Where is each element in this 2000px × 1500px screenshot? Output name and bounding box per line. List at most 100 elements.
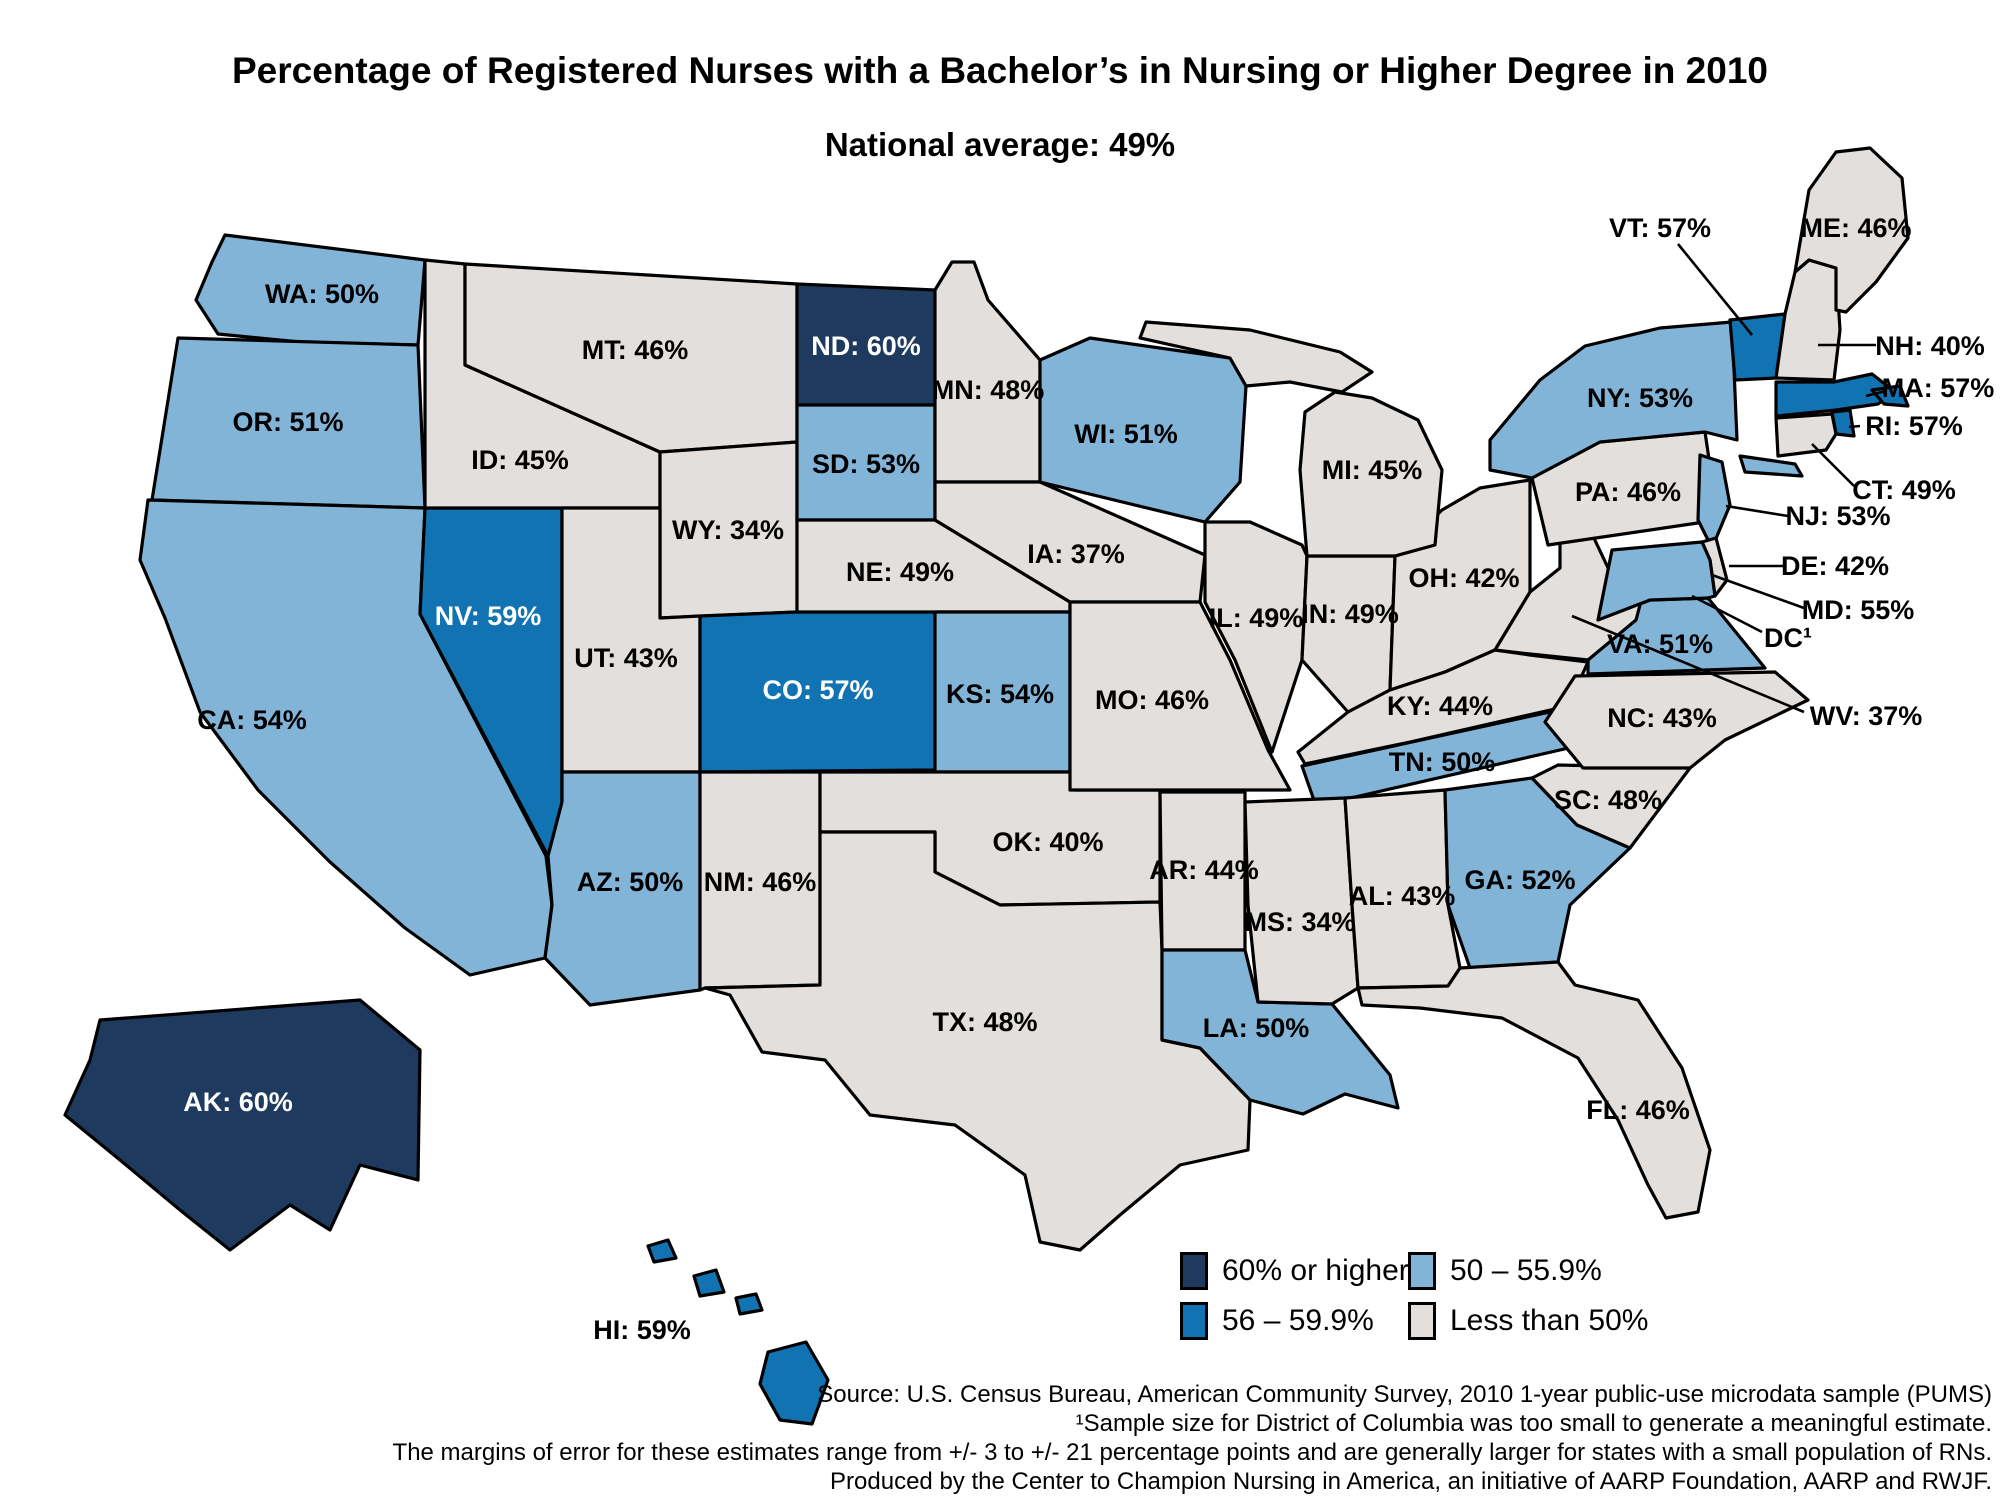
legend-swatch-less-than-50 xyxy=(1408,1302,1436,1340)
state-label-il: IL: 49% xyxy=(1209,603,1304,633)
state-ct xyxy=(1774,412,1838,458)
leader-line-dc xyxy=(1691,594,1763,634)
state-label-pa: PA: 46% xyxy=(1575,477,1681,507)
legend-item-56-59: 56 – 59.9% xyxy=(1180,1302,1374,1340)
state-label-hi: HI: 59% xyxy=(593,1315,691,1345)
state-label-sd: SD: 53% xyxy=(812,449,920,479)
state-label-nj: NJ: 53% xyxy=(1785,501,1890,531)
state-label-ks: KS: 54% xyxy=(946,679,1054,709)
leader-line-ma xyxy=(1865,389,1887,398)
source-line-3: The margins of error for these estimates… xyxy=(392,1439,1992,1466)
state-label-tn: TN: 50% xyxy=(1389,747,1496,777)
state-hi-part2 xyxy=(692,1268,726,1298)
leader-line-md xyxy=(1711,573,1805,610)
state-label-la: LA: 50% xyxy=(1203,1013,1310,1043)
state-label-nv: NV: 59% xyxy=(435,601,542,631)
state-label-ca: CA: 54% xyxy=(197,705,307,735)
state-label-ne: NE: 49% xyxy=(846,557,954,587)
leader-line-wv xyxy=(1571,614,1805,714)
state-label-or: OR: 51% xyxy=(232,407,343,437)
page-title: Percentage of Registered Nurses with a B… xyxy=(232,50,1768,91)
state-label-al: AL: 43% xyxy=(1349,881,1456,911)
leader-line-nj xyxy=(1725,504,1789,518)
state-label-ga: GA: 52% xyxy=(1464,865,1575,895)
state-ny xyxy=(1488,320,1739,480)
state-label-oh: OH: 42% xyxy=(1408,563,1519,593)
state-label-wy: WY: 34% xyxy=(672,515,784,545)
state-label-ok: OK: 40% xyxy=(992,827,1103,857)
state-label-de: DE: 42% xyxy=(1781,551,1889,581)
legend-swatch-56-59 xyxy=(1180,1302,1208,1340)
state-label-ak: AK: 60% xyxy=(183,1087,293,1117)
state-nj xyxy=(1696,453,1732,550)
leader-line-vt xyxy=(1676,243,1754,336)
legend-label-50-55: 50 – 55.9% xyxy=(1450,1254,1602,1287)
leader-line-ri xyxy=(1848,424,1861,429)
legend-item-less-than-50: Less than 50% xyxy=(1408,1302,1648,1340)
state-label-id: ID: 45% xyxy=(471,445,569,475)
state-fl xyxy=(1356,960,1712,1220)
state-hi xyxy=(646,1238,678,1264)
state-label-co: CO: 57% xyxy=(762,675,873,705)
source-note: Source: U.S. Census Bureau, American Com… xyxy=(393,1380,1992,1496)
legend-label-56-59: 56 – 59.9% xyxy=(1222,1304,1374,1337)
state-hi-part3 xyxy=(734,1292,764,1316)
state-me xyxy=(1793,146,1910,314)
state-mn xyxy=(933,260,1042,484)
state-mi-part2 xyxy=(1138,320,1374,394)
state-label-wa: WA: 50% xyxy=(265,279,379,309)
state-label-az: AZ: 50% xyxy=(577,867,684,897)
state-md xyxy=(1596,540,1717,622)
state-label-fl: FL: 46% xyxy=(1586,1095,1690,1125)
state-label-in: IN: 49% xyxy=(1301,599,1399,629)
state-label-mi: MI: 45% xyxy=(1322,455,1423,485)
state-ms xyxy=(1243,796,1360,1006)
state-nc xyxy=(1543,670,1810,770)
state-mi xyxy=(1298,390,1444,558)
state-label-md: MD: 55% xyxy=(1802,595,1915,625)
state-mo xyxy=(1068,600,1292,792)
state-label-ut: UT: 43% xyxy=(574,643,678,673)
state-label-ms: MS: 34% xyxy=(1244,907,1355,937)
state-label-dc: DC¹ xyxy=(1764,623,1812,653)
legend-label-60-or-higher: 60% or higher xyxy=(1222,1254,1409,1287)
state-ny-part2 xyxy=(1738,454,1804,478)
state-label-ar: AR: 44% xyxy=(1149,855,1259,885)
state-label-mt: MT: 46% xyxy=(582,335,689,365)
state-label-ny: NY: 53% xyxy=(1587,383,1693,413)
state-label-wv: WV: 37% xyxy=(1810,701,1923,731)
state-label-nm: NM: 46% xyxy=(704,867,817,897)
legend-label-less-than-50: Less than 50% xyxy=(1450,1304,1649,1337)
state-label-ky: KY: 44% xyxy=(1387,691,1493,721)
state-hi-part4 xyxy=(758,1340,830,1426)
subtitle: National average: 49% xyxy=(824,126,1176,163)
state-label-ri: RI: 57% xyxy=(1865,411,1963,441)
leader-line-ct xyxy=(1811,443,1855,487)
state-label-mn: MN: 48% xyxy=(932,375,1045,405)
state-label-sc: SC: 48% xyxy=(1554,785,1662,815)
state-wi xyxy=(1038,336,1248,524)
state-tx xyxy=(703,830,1252,1252)
state-ak xyxy=(63,998,422,1252)
state-label-va: VA: 51% xyxy=(1607,629,1713,659)
state-label-vt: VT: 57% xyxy=(1609,213,1711,243)
state-label-wi: WI: 51% xyxy=(1074,419,1178,449)
state-label-ma: MA: 57% xyxy=(1882,373,1995,403)
state-label-me: ME: 46% xyxy=(1800,213,1911,243)
state-label-tx: TX: 48% xyxy=(932,1007,1037,1037)
state-label-nd: ND: 60% xyxy=(811,331,921,361)
source-line-2: ¹Sample size for District of Columbia wa… xyxy=(1075,1410,1992,1437)
state-label-nc: NC: 43% xyxy=(1607,703,1717,733)
source-line-4: Produced by the Center to Champion Nursi… xyxy=(830,1468,1992,1495)
state-label-ia: IA: 37% xyxy=(1027,539,1125,569)
state-in xyxy=(1300,554,1397,714)
legend-swatch-60-or-higher xyxy=(1180,1252,1208,1290)
legend-item-60-or-higher: 60% or higher xyxy=(1180,1252,1409,1290)
source-line-1: Source: U.S. Census Bureau, American Com… xyxy=(817,1381,1992,1408)
state-label-nh: NH: 40% xyxy=(1875,331,1985,361)
state-nh xyxy=(1774,258,1842,382)
state-label-ct: CT: 49% xyxy=(1852,475,1956,505)
legend-item-50-55: 50 – 55.9% xyxy=(1408,1252,1602,1290)
